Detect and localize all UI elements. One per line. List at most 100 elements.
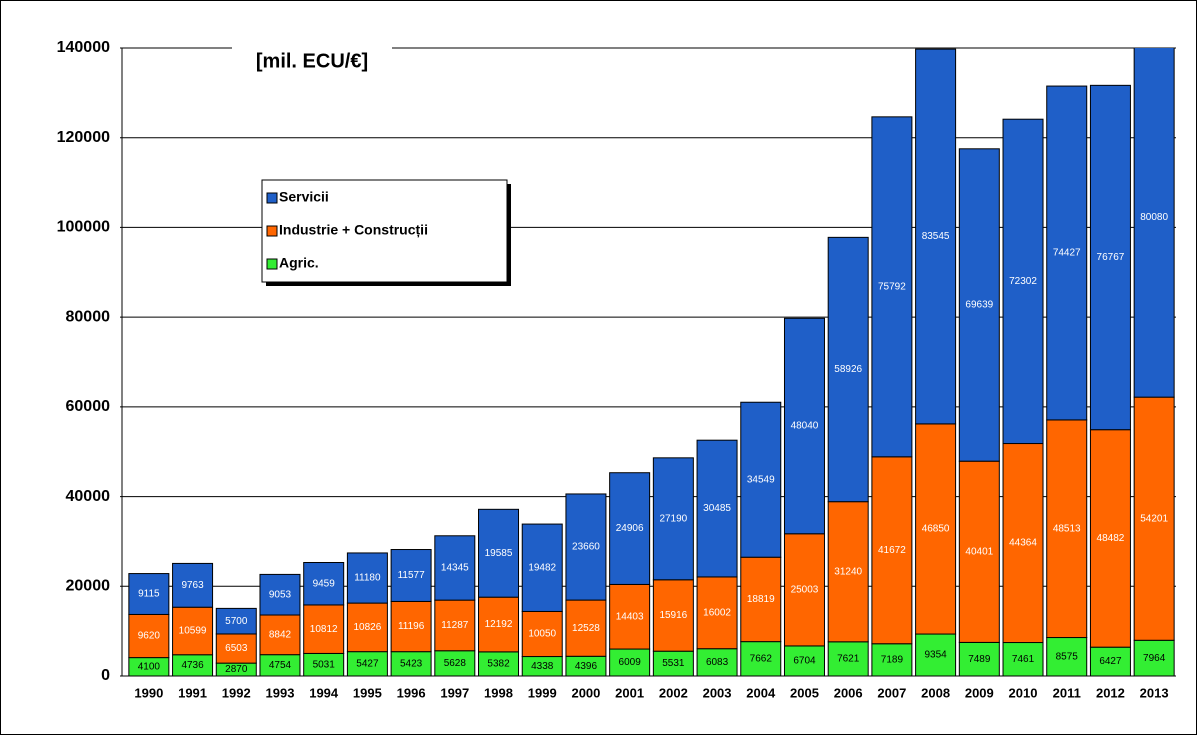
x-tick-label: 1995: [353, 685, 382, 700]
value-label: 4338: [531, 661, 554, 672]
value-label: 72302: [1009, 276, 1037, 287]
value-label: 76767: [1097, 252, 1125, 263]
bar-segment: [740, 401, 782, 558]
bar-segment: [303, 562, 345, 606]
x-tick-label: 2012: [1096, 685, 1125, 700]
bar-segment: [1046, 419, 1088, 639]
value-label: 6009: [619, 657, 642, 668]
value-label: 31240: [834, 566, 862, 577]
bar-segment: [1089, 84, 1131, 431]
legend-box: [261, 179, 508, 283]
value-label: 9763: [181, 580, 204, 591]
value-label: 7662: [750, 653, 773, 664]
bar-segment: [652, 457, 694, 581]
bar-segment: [783, 645, 825, 677]
bar-segment: [827, 641, 869, 677]
value-label: 34549: [747, 474, 775, 485]
value-label: 58926: [834, 364, 862, 375]
y-tick-label: 120000: [57, 129, 110, 146]
bar-segment: [958, 148, 1000, 462]
value-label: 5423: [400, 658, 423, 669]
x-tick-label: 2013: [1140, 685, 1169, 700]
value-label: 10812: [310, 624, 338, 635]
x-tick-label: 1999: [528, 685, 557, 700]
legend-swatch: [266, 192, 278, 204]
bar-segment: [390, 549, 432, 602]
y-tick-label: 80000: [66, 308, 111, 325]
bar-segment: [128, 573, 170, 615]
bar-segment: [1002, 642, 1044, 677]
bar-segment: [478, 596, 520, 653]
value-label: 5427: [356, 658, 379, 669]
value-label: 14345: [441, 563, 469, 574]
bar-segment: [478, 508, 520, 598]
bar-segment: [521, 610, 563, 658]
value-label: 6704: [793, 656, 816, 667]
bar-segment: [172, 606, 214, 656]
value-label: 23660: [572, 542, 600, 553]
value-label: 9115: [138, 589, 160, 600]
x-tick-label: 2002: [659, 685, 688, 700]
bar-segment: [215, 633, 257, 664]
value-label: 54201: [1140, 513, 1168, 524]
value-label: 80080: [1140, 212, 1168, 223]
value-label: 4754: [269, 660, 292, 671]
bar-segment: [871, 116, 913, 458]
y-tick-label: 140000: [57, 39, 110, 56]
x-tick-label: 1991: [178, 685, 207, 700]
bar-segment: [958, 641, 1000, 677]
bar-segment: [259, 614, 301, 656]
value-label: 5031: [313, 659, 336, 670]
value-label: 48040: [791, 421, 819, 432]
value-label: 7621: [837, 654, 860, 665]
bar-segment: [215, 607, 257, 635]
value-label: 10050: [528, 629, 556, 640]
x-tick-label: 1990: [134, 685, 163, 700]
bar-segment: [696, 439, 738, 578]
bar-segment: [783, 317, 825, 535]
bar-segment: [1133, 48, 1175, 398]
value-label: 11577: [398, 570, 426, 581]
value-label: 27190: [659, 513, 687, 524]
bar-segment: [390, 600, 432, 653]
value-label: 7461: [1012, 654, 1035, 665]
value-label: 5382: [487, 659, 510, 670]
value-label: 19585: [485, 548, 513, 559]
bar-segment: [1089, 429, 1131, 648]
x-tick-label: 2003: [703, 685, 732, 700]
y-tick-label: 20000: [66, 578, 111, 595]
bar-segment: [609, 472, 651, 585]
value-label: 4736: [181, 660, 204, 671]
value-label: 5628: [444, 658, 467, 669]
value-label: 6427: [1099, 656, 1122, 667]
value-label: 11180: [354, 573, 381, 584]
bar-segment: [696, 576, 738, 650]
bar-segment: [434, 599, 476, 652]
bar-segment: [303, 604, 345, 654]
x-tick-label: 1992: [222, 685, 251, 700]
value-label: 12528: [572, 623, 600, 634]
value-label: 15916: [659, 610, 687, 621]
legend-label: Servicii: [279, 189, 329, 205]
legend-label: Industrie + Construcții: [279, 222, 428, 238]
value-label: 7964: [1143, 653, 1166, 664]
bar-segment: [434, 535, 476, 601]
bar-segment: [740, 556, 782, 643]
value-label: 6503: [225, 643, 248, 654]
value-label: 6083: [706, 657, 729, 668]
value-label: 41672: [878, 545, 906, 556]
x-tick-label: 2000: [571, 685, 600, 700]
value-label: 30485: [703, 503, 731, 514]
value-label: 10826: [353, 622, 381, 633]
y-tick-label: 40000: [66, 488, 111, 505]
bar-segment: [827, 501, 869, 643]
x-tick-label: 1997: [440, 685, 469, 700]
bar-segment: [390, 651, 432, 677]
value-label: 11287: [441, 620, 469, 631]
bar-segment: [1089, 646, 1131, 677]
x-tick-label: 1996: [397, 685, 426, 700]
title-box: [232, 40, 392, 80]
value-label: 9053: [269, 589, 292, 600]
bar-segment: [172, 562, 214, 608]
